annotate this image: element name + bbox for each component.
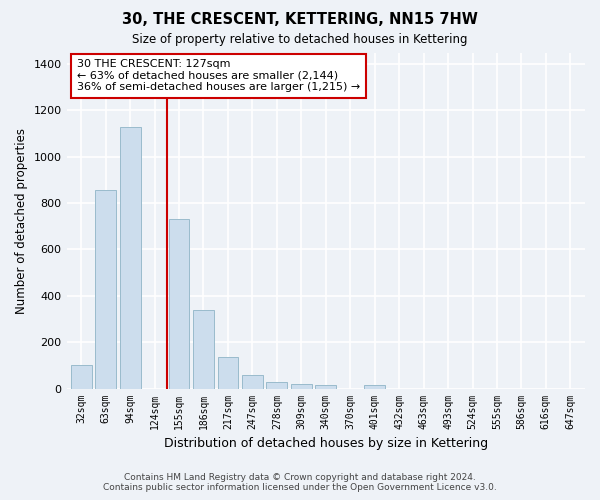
- Bar: [218, 358, 238, 388]
- Bar: [193, 310, 214, 388]
- Bar: [242, 374, 263, 388]
- Y-axis label: Number of detached properties: Number of detached properties: [15, 128, 28, 314]
- Text: 30 THE CRESCENT: 127sqm
← 63% of detached houses are smaller (2,144)
36% of semi: 30 THE CRESCENT: 127sqm ← 63% of detache…: [77, 59, 360, 92]
- Text: Size of property relative to detached houses in Kettering: Size of property relative to detached ho…: [132, 32, 468, 46]
- Bar: [266, 382, 287, 388]
- Bar: [291, 384, 312, 388]
- Bar: [71, 364, 92, 388]
- Bar: [95, 190, 116, 388]
- X-axis label: Distribution of detached houses by size in Kettering: Distribution of detached houses by size …: [164, 437, 488, 450]
- Bar: [120, 126, 140, 388]
- Text: 30, THE CRESCENT, KETTERING, NN15 7HW: 30, THE CRESCENT, KETTERING, NN15 7HW: [122, 12, 478, 28]
- Text: Contains HM Land Registry data © Crown copyright and database right 2024.
Contai: Contains HM Land Registry data © Crown c…: [103, 473, 497, 492]
- Bar: [364, 385, 385, 388]
- Bar: [316, 385, 336, 388]
- Bar: [169, 220, 190, 388]
